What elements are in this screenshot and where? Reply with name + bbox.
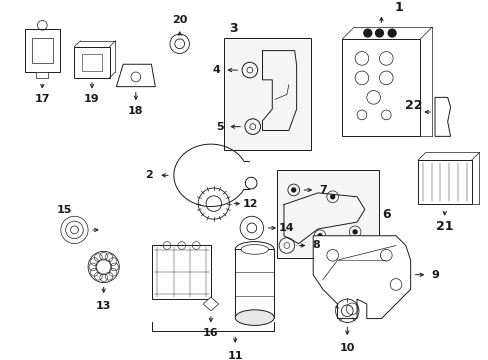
- Text: 20: 20: [172, 15, 187, 26]
- Bar: [82, 54, 102, 71]
- Text: 10: 10: [339, 343, 354, 353]
- Circle shape: [352, 230, 356, 234]
- Text: 21: 21: [435, 220, 452, 233]
- Bar: [235, 249, 274, 318]
- Text: 19: 19: [84, 94, 100, 104]
- Text: 8: 8: [312, 240, 319, 251]
- Ellipse shape: [241, 244, 268, 254]
- Text: 7: 7: [318, 185, 326, 195]
- Text: 18: 18: [128, 106, 143, 116]
- Text: 4: 4: [212, 65, 220, 75]
- Polygon shape: [312, 236, 410, 319]
- Text: 5: 5: [215, 122, 223, 132]
- Text: 15: 15: [57, 206, 72, 215]
- Ellipse shape: [235, 310, 274, 325]
- Bar: [37, 72, 48, 78]
- Text: 22: 22: [404, 99, 422, 112]
- Text: 13: 13: [96, 301, 111, 311]
- Circle shape: [317, 234, 321, 238]
- Text: 6: 6: [382, 208, 390, 221]
- Circle shape: [363, 29, 371, 37]
- Bar: [342, 39, 420, 136]
- Bar: [25, 29, 60, 72]
- Text: 17: 17: [35, 94, 50, 104]
- Polygon shape: [434, 97, 449, 136]
- Bar: [32, 38, 53, 63]
- Polygon shape: [116, 64, 155, 87]
- Bar: [223, 39, 311, 150]
- Text: 2: 2: [145, 170, 153, 180]
- Circle shape: [387, 29, 395, 37]
- Text: 14: 14: [279, 223, 294, 233]
- Bar: [276, 171, 378, 258]
- Bar: [152, 246, 210, 299]
- Text: 12: 12: [243, 199, 258, 208]
- Polygon shape: [203, 297, 218, 311]
- Circle shape: [330, 195, 334, 199]
- Text: 1: 1: [394, 1, 403, 14]
- Ellipse shape: [235, 242, 274, 257]
- Circle shape: [291, 188, 295, 192]
- Text: 9: 9: [430, 270, 438, 280]
- Text: 16: 16: [203, 328, 218, 338]
- Bar: [417, 160, 470, 204]
- Circle shape: [375, 29, 383, 37]
- Text: 11: 11: [227, 351, 243, 360]
- Bar: [74, 47, 109, 78]
- Text: 3: 3: [228, 22, 237, 35]
